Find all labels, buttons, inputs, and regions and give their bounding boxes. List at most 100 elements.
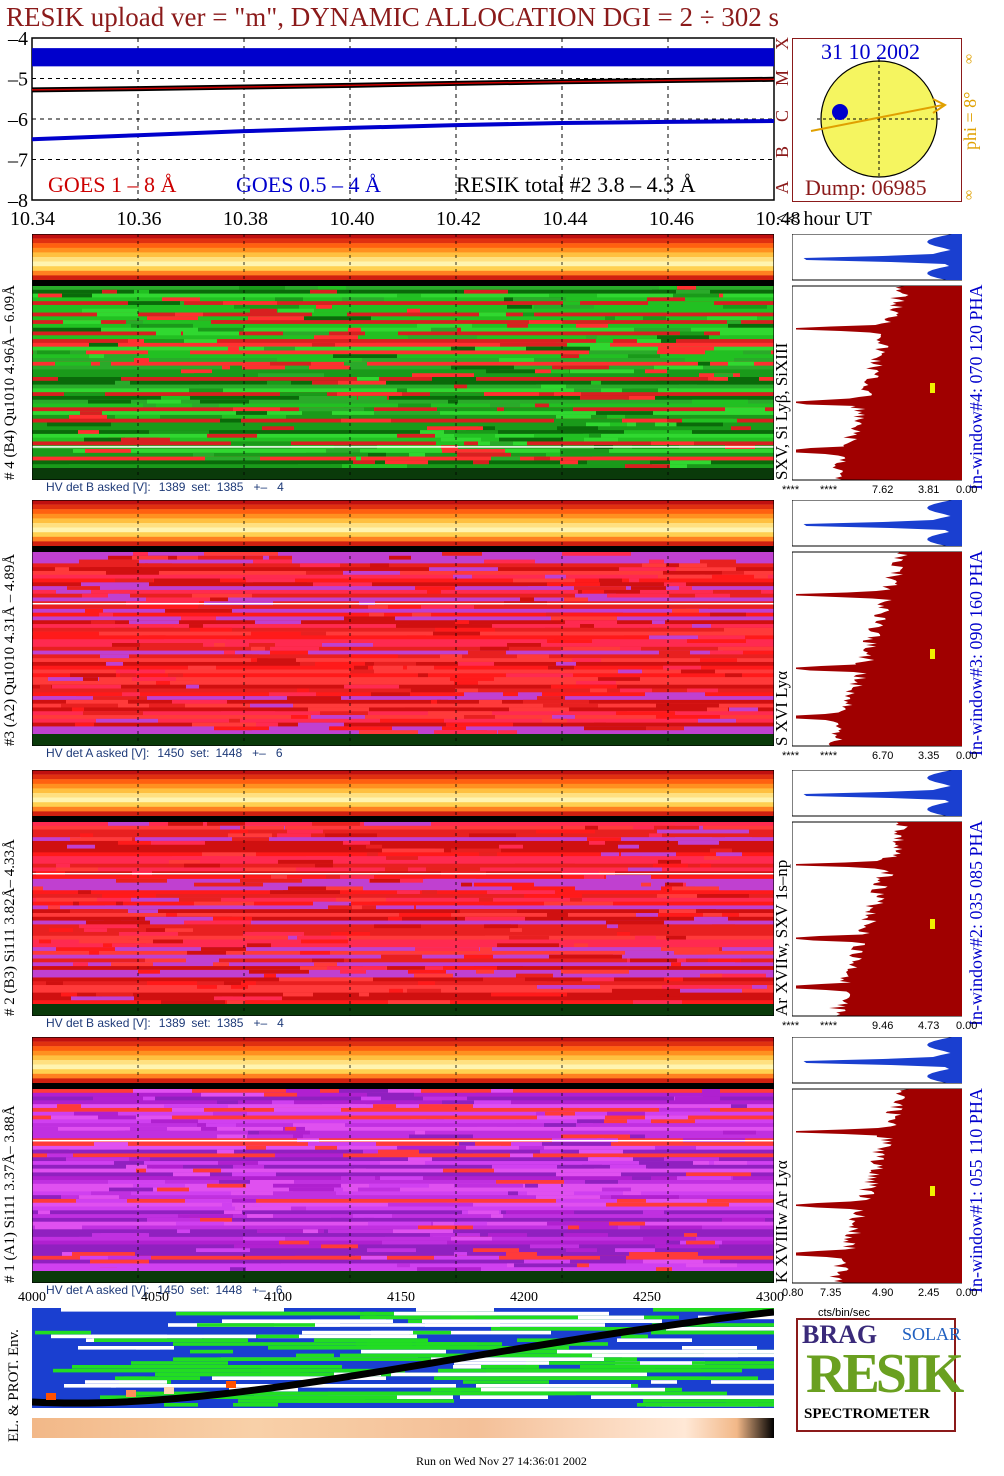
histogram-scale-label: ****: [782, 1020, 800, 1032]
logo-big-text: RESIK: [806, 1343, 964, 1405]
footer-axis: 4000 4050 4100 4150 4200 4250 4300: [0, 1290, 800, 1310]
hv-readout: HV det B asked [V]: 1389 set: 1385 +– 4: [46, 1016, 284, 1030]
orbit-arrow-head: [932, 98, 947, 114]
time-axis: 10.34 10.36 10.38 10.40 10.42 10.44 10.46 10.48: [0, 208, 1004, 234]
hv-set-val: 1448: [215, 746, 243, 760]
time-tick-label: 10.40: [329, 208, 375, 230]
goes-y-tick-label: –4: [7, 30, 28, 50]
channel-left-label: #3 (A2) Qu1010 4.31Å – 4.89Å: [2, 553, 18, 746]
histogram-scale: **** **** 9.46 4.73 0.00: [782, 1020, 982, 1034]
series-goes-long: [31, 78, 775, 91]
channel-3-spectrogram: [32, 500, 774, 746]
histogram-scale-label: ****: [782, 484, 800, 496]
footer-tick-label: 4250: [633, 1290, 661, 1305]
histogram-scale-label: ****: [820, 750, 838, 762]
footer-tick-label: 4000: [18, 1290, 46, 1305]
histogram-scale-label: 7.62: [872, 484, 894, 496]
channel-1-spectrogram: [32, 1037, 774, 1283]
time-tick-label: 10.36: [116, 208, 162, 230]
time-tick-label: 10.34: [10, 208, 55, 230]
hv-set-val: 1385: [216, 1016, 244, 1030]
phi-mark-low: ∞: [962, 190, 977, 200]
channel-left-label: # 4 (B4) Qu1010 4.96Å – 6.09Å: [2, 285, 18, 480]
hv-pm-val: 6: [275, 746, 283, 760]
goes-class-label: C: [772, 110, 792, 122]
legend-resik-total: RESIK total #2 3.8 – 4.3 Å: [456, 172, 696, 197]
footer-tick-label: 4100: [264, 1290, 292, 1305]
channel-lines-label: Ar XVIIw, SXV 1s–np: [772, 859, 791, 1016]
series-goes-short: [31, 119, 775, 142]
histogram-scale-label: ****: [820, 484, 838, 496]
hv-asked-val: 1450: [157, 746, 185, 760]
goes-class-label: A: [772, 181, 792, 194]
hv-pm-val: 6: [275, 1283, 283, 1297]
sun-disk-diagram: [810, 59, 947, 179]
histogram-scale-label: 0.00: [956, 1287, 978, 1299]
channel-4-spectrogram: [32, 234, 774, 480]
channel-lines-label: K XVIIIw Ar Lyα: [772, 1160, 791, 1283]
histogram-scale-label: 2.45: [918, 1287, 940, 1299]
channel-2-spectrogram: [32, 770, 774, 1016]
channel-window-label: In-window#4: 070 120 PHA: [966, 284, 986, 491]
env-label: EL. & PROT. Env.: [6, 1329, 22, 1442]
hv-pm-val: 4: [277, 1016, 284, 1030]
cts-unit: cts/bin/sec: [818, 1307, 870, 1319]
env-marker: [226, 1381, 236, 1388]
hv-pm: +–: [253, 1016, 268, 1030]
hv-readout: HV det A asked [V]: 1450 set: 1448 +– 6: [46, 1283, 283, 1297]
footer-tick-label: 4300: [756, 1290, 784, 1305]
footer-tick-label: 4150: [387, 1290, 415, 1305]
time-tick-label: 10.44: [542, 208, 588, 230]
channel-lines-label: SXV, Si Lyβ, SiXIII: [772, 342, 791, 480]
time-tick-label: 10.38: [223, 208, 268, 230]
time-tick-label: 10.42: [436, 208, 481, 230]
phi-mark-high: ∞: [962, 54, 977, 64]
goes-series: [31, 48, 775, 142]
series-resik-total: [32, 48, 774, 67]
hv-readout: HV det B asked [V]: 1389 set: 1385 +– 4: [46, 480, 284, 494]
hv-set-val: 1385: [216, 480, 244, 494]
logo-small-brag: BRAG: [802, 1320, 878, 1349]
hv-set: set:: [190, 746, 210, 760]
env-panel: [32, 1308, 774, 1438]
histogram-scale-label: 0.00: [956, 1020, 978, 1032]
channel-left-label: # 2 (B3) Si111 3.82Å– 4.33Å: [2, 839, 18, 1016]
histogram-scale: 0.80 7.35 4.90 2.45 0.00: [782, 1287, 982, 1301]
dump-number: Dump: 06985: [805, 175, 927, 200]
histogram-scale-label: 3.81: [918, 484, 940, 496]
goes-class-labels: X M C B A: [772, 37, 792, 194]
hv-pm: +–: [252, 1283, 266, 1297]
histogram-scale-label: ****: [782, 750, 800, 762]
histogram-marker: [930, 649, 935, 659]
histogram-scale-label: 6.70: [872, 750, 894, 762]
footer-tick-label: 4050: [141, 1290, 169, 1305]
hv-asked-val: 1450: [157, 1283, 185, 1297]
histogram-marker: [930, 919, 935, 929]
hv-asked-val: 1389: [158, 1016, 186, 1030]
env-marker: [126, 1390, 136, 1397]
logo-small-solar: SOLAR: [902, 1324, 962, 1344]
hv-asked: HV det A asked [V]:: [46, 1283, 150, 1297]
goes-y-tick-label: –7: [7, 150, 28, 172]
histogram-scale-label: 0.00: [956, 750, 978, 762]
histogram-scale-label: 4.90: [872, 1287, 894, 1299]
hv-set: set:: [191, 480, 211, 494]
channel-lines-label: S XVI Lyα: [772, 670, 791, 746]
time-tick-label: 10.48: [755, 208, 801, 230]
goes-y-tick-label: –5: [7, 69, 28, 91]
goes-y-tick-label: –8: [7, 190, 28, 212]
hv-asked: HV det B asked [V]:: [46, 480, 151, 494]
time-tick-label: 10.46: [649, 208, 694, 230]
run-timestamp: Run on Wed Nov 27 14:36:01 2002: [416, 1454, 587, 1468]
goes-class-label: M: [772, 70, 792, 86]
hv-pm: +–: [253, 480, 268, 494]
channel-left-label: # 1 (A1) Si111 3.37Å– 3.88Å: [2, 1105, 18, 1283]
legend-goes-short: GOES 0.5 – 4 Å: [236, 172, 381, 197]
histogram-scale-label: 7.35: [820, 1287, 842, 1299]
channel-3-histogram: [792, 500, 962, 747]
histogram-scale: **** **** 7.62 3.81 0.00: [782, 484, 982, 498]
resik-logo: BRAG RESIK SOLAR SPECTROMETER: [796, 1318, 964, 1432]
histogram-scale-label: ****: [820, 1020, 838, 1032]
goes-class-label: B: [772, 146, 792, 158]
phi-angle-label: phi = 8°: [960, 91, 980, 150]
